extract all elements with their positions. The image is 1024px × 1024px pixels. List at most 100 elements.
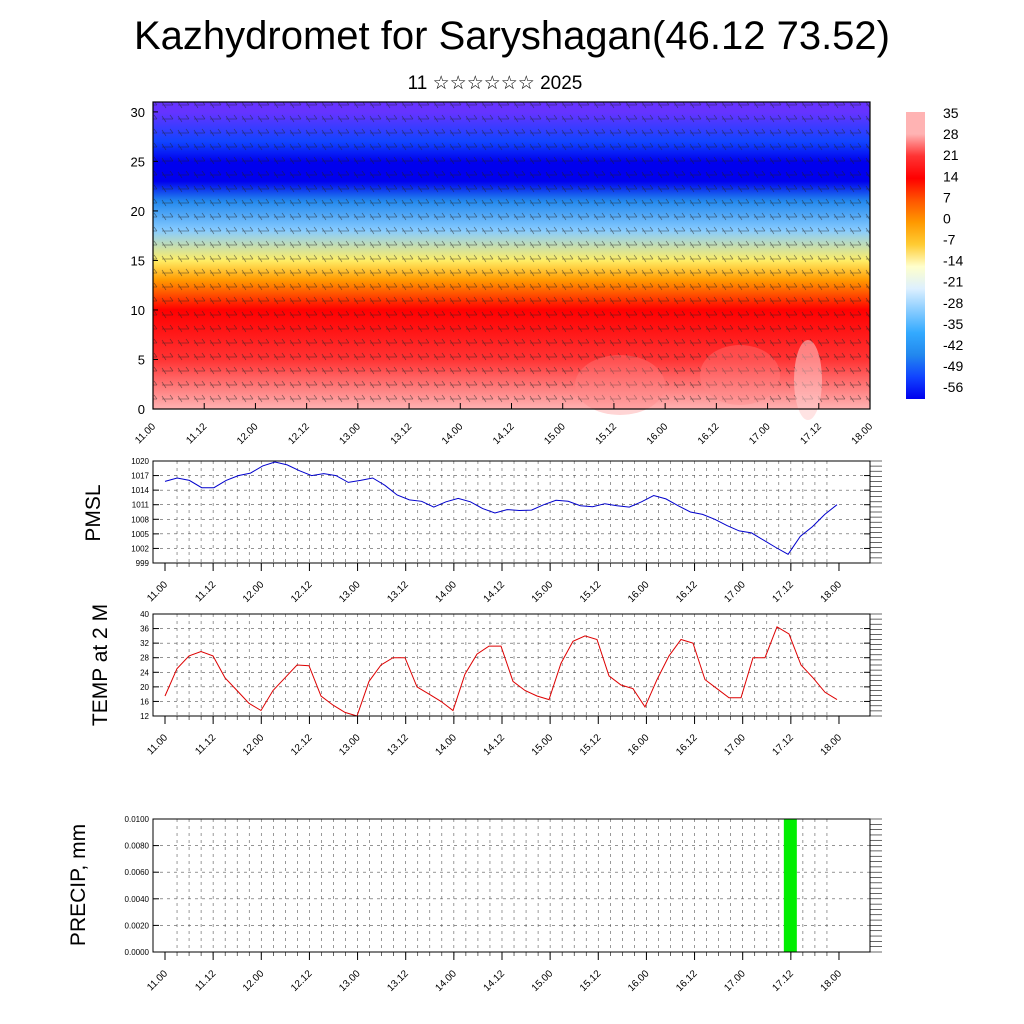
- x-tick-label: 14.12: [491, 421, 517, 447]
- x-tick-label: 15.12: [578, 579, 604, 605]
- x-tick-label: 12.00: [241, 968, 267, 994]
- x-tick-label: 15.00: [530, 732, 556, 758]
- x-tick-label: 17.00: [722, 968, 748, 994]
- x-tick-label: 12.12: [289, 968, 315, 994]
- x-tick-label: 16.00: [626, 732, 652, 758]
- y-tick-label: 15: [131, 253, 145, 268]
- x-tick-label: 16.12: [674, 968, 700, 994]
- y-tick-label: 0: [138, 402, 145, 417]
- temperature-frame: [152, 613, 871, 717]
- pmsl-frame: [152, 460, 871, 564]
- temperature-axis-label: TEMP at 2 M: [89, 604, 112, 726]
- colorbar-label: -49: [943, 358, 963, 374]
- x-tick-label: 17.12: [770, 579, 796, 605]
- x-tick-label: 11.00: [145, 968, 170, 993]
- x-tick-label: 11.12: [184, 421, 209, 446]
- x-tick-label: 13.00: [337, 732, 363, 758]
- colorbar: 35 28 21 14 7 0 -7 -14 -21 -28 -35 -42 -49 -56: [906, 105, 963, 399]
- x-tick-label: 13.00: [337, 579, 363, 605]
- x-tick-label: 12.12: [289, 579, 315, 605]
- y-tick-label: 1020: [131, 457, 149, 466]
- x-tick-label: 17.00: [747, 421, 773, 447]
- pmsl-line: [164, 461, 838, 555]
- y-tick-label: 40: [140, 610, 149, 619]
- cross-section-y-axis: 0 5 10 15 20 25 30: [131, 105, 158, 417]
- precipitation-x-axis: 11.00 11.12 12.00 12.12 13.00 13.12 14.00 14.12…: [145, 952, 844, 994]
- y-tick-label: 1014: [131, 486, 149, 495]
- colorbar-label: -35: [943, 316, 963, 332]
- x-tick-label: 13.12: [385, 732, 411, 758]
- precipitation-axis-label: PRECIP, mm: [67, 824, 90, 946]
- x-tick-label: 15.00: [542, 421, 568, 447]
- x-tick-label: 15.00: [530, 579, 556, 605]
- colorbar-label: -42: [943, 337, 963, 353]
- colorbar-label: -7: [943, 232, 956, 248]
- x-tick-label: 14.12: [482, 968, 508, 994]
- y-tick-label: 0.0020: [125, 921, 150, 930]
- x-tick-label: 11.12: [193, 579, 218, 604]
- x-tick-label: 13.12: [389, 421, 415, 447]
- x-tick-label: 11.12: [193, 968, 218, 993]
- x-tick-label: 14.00: [433, 968, 459, 994]
- x-tick-label: 18.00: [850, 421, 876, 447]
- x-tick-label: 18.00: [819, 579, 845, 605]
- x-tick-label: 12.00: [241, 732, 267, 758]
- y-tick-label: 10: [131, 303, 145, 318]
- colorbar-label: 0: [943, 210, 951, 226]
- pmsl-grid: [153, 460, 870, 564]
- x-tick-label: 16.12: [674, 732, 700, 758]
- x-tick-label: 17.00: [722, 579, 748, 605]
- x-tick-label: 16.00: [645, 421, 671, 447]
- y-tick-label: 28: [140, 654, 149, 663]
- temperature-grid: [153, 613, 870, 717]
- y-tick-label: 20: [140, 683, 149, 692]
- x-tick-label: 16.12: [696, 421, 722, 447]
- x-tick-label: 15.12: [594, 421, 620, 447]
- y-tick-label: 30: [131, 105, 145, 120]
- x-tick-label: 14.12: [482, 579, 508, 605]
- precipitation-bars: [783, 819, 797, 952]
- x-tick-label: 17.12: [770, 968, 796, 994]
- x-tick-label: 15.00: [530, 968, 556, 994]
- x-tick-label: 13.00: [338, 421, 364, 447]
- y-tick-label: 1011: [132, 501, 150, 510]
- x-tick-label: 12.12: [286, 421, 312, 447]
- y-tick-label: 0.0080: [125, 842, 150, 851]
- temperature-y-axis: 12 16 20 24 28 32 36 40: [140, 610, 882, 721]
- y-tick-label: 12: [140, 712, 149, 721]
- x-tick-label: 11.00: [133, 421, 158, 446]
- y-tick-label: 32: [140, 639, 149, 648]
- y-tick-label: 5: [138, 352, 145, 367]
- pmsl-panel: PMSL 999 1002 1005 1008 1011 1014 1017 1020 11.…: [82, 457, 882, 605]
- x-tick-label: 14.00: [433, 732, 459, 758]
- precipitation-grid: [153, 818, 870, 953]
- x-tick-label: 17.12: [798, 421, 824, 447]
- x-tick-label: 13.12: [385, 968, 411, 994]
- x-tick-label: 15.12: [578, 968, 604, 994]
- x-tick-label: 16.00: [626, 968, 652, 994]
- warm-pocket: [794, 340, 822, 420]
- x-tick-label: 15.12: [578, 732, 604, 758]
- x-tick-label: 17.12: [770, 732, 796, 758]
- colorbar-label: 28: [943, 126, 959, 142]
- x-tick-label: 18.00: [819, 732, 845, 758]
- colorbar-label: 14: [943, 168, 959, 184]
- y-tick-label: 1002: [131, 544, 149, 553]
- wind-barbs-overlay: [153, 102, 870, 409]
- x-tick-label: 11.00: [145, 579, 170, 604]
- colorbar-label: 35: [943, 105, 959, 121]
- colorbar-label: 7: [943, 189, 951, 205]
- x-tick-label: 13.00: [337, 968, 363, 994]
- x-tick-label: 18.00: [819, 968, 845, 994]
- y-tick-label: 20: [131, 204, 145, 219]
- x-tick-label: 16.12: [674, 579, 700, 605]
- x-tick-label: 12.12: [289, 732, 315, 758]
- x-tick-label: 14.00: [433, 579, 459, 605]
- colorbar-scale: [906, 112, 925, 399]
- chart-title: Kazhydromet for Saryshagan(46.12 73.52): [134, 14, 890, 58]
- warm-pocket: [575, 355, 665, 415]
- chart-subtitle: 11 ☆☆☆☆☆☆ 2025: [407, 73, 583, 94]
- y-tick-label: 0.0060: [125, 868, 150, 877]
